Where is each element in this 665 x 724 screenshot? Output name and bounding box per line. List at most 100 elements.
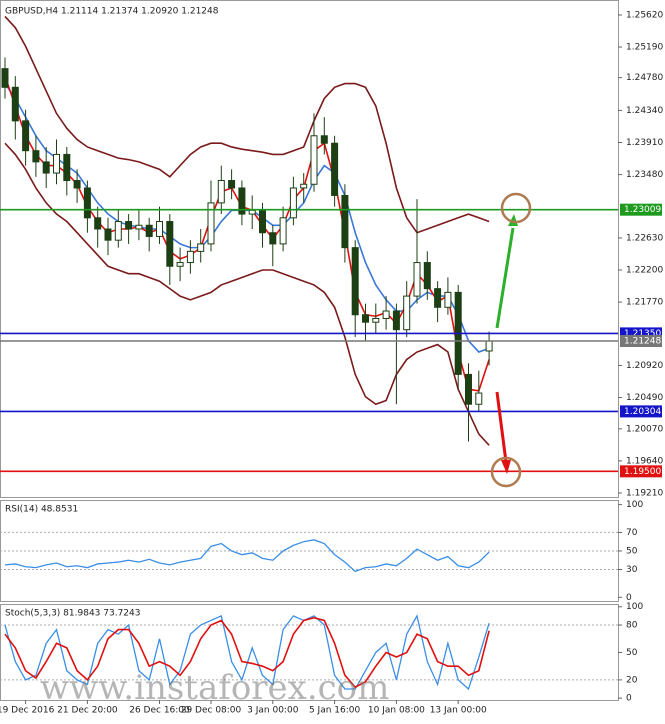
candle-body — [197, 243, 205, 252]
y-tick-label: 1.19640 — [626, 456, 663, 466]
price-tag-label: 1.19500 — [624, 467, 661, 477]
candle-body — [186, 250, 194, 264]
watermark: www.instaforex.com — [40, 668, 389, 708]
candle-body — [166, 221, 174, 267]
indicator-line — [4, 539, 490, 573]
candle-body — [372, 317, 380, 323]
price-tag — [620, 334, 662, 347]
candle-body — [11, 86, 19, 122]
x-tick-label: 19 Dec 2016 — [0, 706, 55, 716]
y-tick-label: 1.23480 — [626, 170, 663, 180]
candle-body — [145, 224, 153, 237]
candle-body — [248, 209, 256, 215]
candle-body — [351, 247, 359, 316]
y-tick-label: 50 — [626, 546, 638, 556]
candle-body — [94, 217, 102, 230]
candle-body — [63, 153, 71, 182]
candle-body — [279, 217, 287, 245]
candle-body — [32, 150, 40, 163]
candle-body — [465, 373, 472, 405]
candle-body — [403, 295, 411, 331]
candle-body — [382, 310, 390, 319]
target-circle — [500, 192, 532, 224]
candle-body — [269, 232, 277, 245]
x-tick-label: 29 Dec 08:00 — [181, 706, 242, 716]
price-tag — [620, 203, 662, 216]
x-tick-label: 5 Jan 16:00 — [309, 706, 361, 716]
y-tick-label: 50 — [626, 648, 638, 658]
price-tag-label: 1.20304 — [624, 407, 661, 417]
price-tag — [620, 405, 662, 418]
y-tick-label: 1.25190 — [626, 43, 663, 53]
y-tick-label: 1.24780 — [626, 73, 663, 83]
main-panel — [0, 0, 619, 498]
candle-body — [238, 187, 246, 215]
candle-body — [444, 291, 452, 308]
x-tick-label: 21 Dec 20:00 — [57, 706, 118, 716]
down-arrow-head — [501, 460, 511, 474]
candle-body — [300, 183, 308, 189]
y-tick-label: 30 — [626, 565, 638, 575]
indicator-line — [4, 616, 490, 689]
candle-body — [423, 262, 431, 290]
candle-body — [207, 202, 215, 245]
y-tick-label: 0 — [626, 694, 632, 704]
y-tick-label: 1.20070 — [626, 424, 663, 434]
candle-body — [259, 209, 266, 234]
candle-body — [392, 310, 400, 331]
y-tick-label: 1.22200 — [626, 266, 663, 276]
annotations — [490, 192, 532, 488]
candle-body — [53, 153, 60, 174]
panel-title: Stoch(5,3,3) 81.9843 73.7243 — [5, 609, 140, 619]
candle-body — [114, 221, 122, 241]
candle-body — [42, 161, 50, 174]
y-tick-label: 100 — [626, 500, 643, 510]
y-tick-label: 1.21770 — [626, 298, 663, 308]
candle-body — [434, 288, 442, 308]
candle-body — [289, 187, 297, 219]
candle-body — [485, 340, 493, 352]
indicator-line — [4, 15, 490, 234]
x-tick-label: 3 Jan 00:00 — [247, 706, 299, 716]
x-tick-label: 10 Jan 08:00 — [368, 706, 425, 716]
x-tick-label: 13 Jan 00:00 — [430, 706, 487, 716]
panel-title: RSI(14) 48.8531 — [5, 505, 78, 515]
price-tag-label: 1.23009 — [624, 205, 661, 215]
candle-body — [341, 194, 349, 249]
target-circle — [490, 456, 522, 488]
candle-body — [475, 392, 483, 405]
y-tick-label: 1.20490 — [626, 393, 663, 403]
candle-body — [413, 262, 421, 297]
candle-body — [362, 314, 369, 323]
y-tick-label: 1.20920 — [626, 361, 663, 371]
candle-body — [217, 180, 225, 204]
y-tick-label: 20 — [626, 675, 638, 685]
candle-body — [320, 135, 328, 144]
candle-body — [73, 180, 81, 189]
y-tick-label: 1.24340 — [626, 106, 663, 116]
y-tick-label: 1.23910 — [626, 138, 663, 148]
candle-body — [22, 120, 30, 152]
plot-layer: GBPUSD,H4 1.21114 1.21374 1.20920 1.2124… — [0, 7, 663, 716]
candle-body — [310, 135, 318, 185]
indicator-line — [4, 83, 490, 353]
candle-body — [135, 224, 143, 230]
y-tick-label: 70 — [626, 528, 638, 538]
y-tick-label: 1.25620 — [626, 10, 663, 20]
y-tick-label: 100 — [626, 602, 643, 612]
indicator-line — [4, 614, 490, 691]
candle-body — [83, 187, 91, 219]
price-tag-label: 1.21248 — [624, 336, 661, 346]
candle-body — [156, 221, 163, 237]
price-tag — [620, 465, 662, 478]
up-arrow — [495, 227, 515, 329]
candle-body — [125, 221, 133, 230]
candle-body — [104, 228, 112, 241]
candle-body — [1, 68, 9, 88]
down-arrow — [495, 391, 508, 463]
y-tick-label: 1.19210 — [626, 488, 663, 498]
candle-body — [228, 180, 236, 189]
candle-body — [176, 262, 184, 267]
